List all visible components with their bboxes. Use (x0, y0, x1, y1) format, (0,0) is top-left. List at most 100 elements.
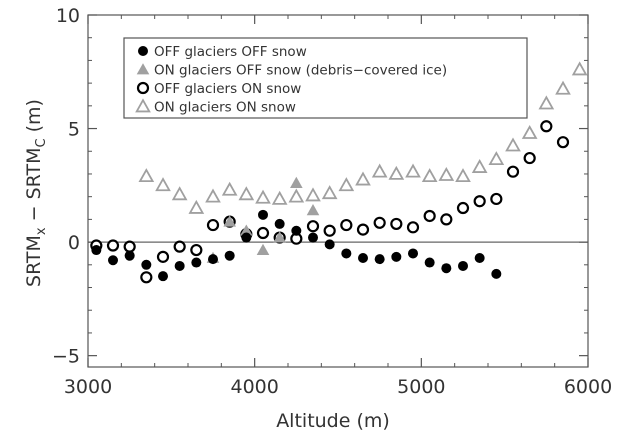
data-point (274, 218, 285, 229)
data-point (474, 252, 485, 263)
data-point (158, 271, 168, 282)
data-point (491, 268, 502, 279)
data-point (538, 95, 555, 110)
data-point (355, 171, 371, 186)
data-point (190, 243, 203, 257)
legend-label: OFF glaciers ON snow (154, 81, 301, 97)
data-point (140, 271, 153, 284)
data-point (405, 163, 421, 178)
data-point (455, 168, 471, 183)
data-point (141, 259, 152, 270)
data-point (106, 239, 120, 252)
data-point (340, 218, 353, 232)
data-point (91, 245, 102, 256)
y-axis-label-base: SRTM (23, 235, 45, 287)
data-point (123, 240, 136, 253)
data-point (406, 221, 420, 234)
data-point (191, 257, 202, 268)
data-point (205, 188, 221, 203)
data-point (138, 168, 155, 183)
data-point (223, 215, 236, 227)
data-point (241, 232, 252, 243)
data-point (324, 239, 335, 250)
data-point (255, 189, 271, 204)
data-point (571, 61, 588, 76)
legend-marker (136, 81, 150, 95)
data-point (521, 124, 538, 139)
legend-label: ON glaciers OFF snow (debris−covered ice… (154, 63, 447, 79)
series-1 (91, 209, 502, 282)
data-point (188, 199, 205, 214)
data-point (306, 220, 320, 233)
data-point (308, 232, 318, 243)
y-axis-label-unit: (m) (23, 99, 45, 138)
data-point (471, 159, 488, 173)
data-point (156, 250, 170, 263)
data-point (421, 168, 438, 183)
data-point (488, 151, 505, 166)
data-point (273, 231, 286, 243)
y-tick-label: 10 (56, 5, 80, 27)
legend-label: OFF glaciers OFF snow (154, 44, 307, 60)
data-point (256, 243, 270, 255)
data-point (323, 224, 336, 237)
y-axis-label-sub-x: x (34, 227, 49, 235)
data-point (473, 195, 486, 208)
data-point (221, 181, 238, 196)
x-tick-label: 6000 (564, 376, 612, 398)
data-point (306, 204, 320, 216)
data-point (556, 136, 570, 149)
data-point (388, 165, 405, 180)
x-tick-label: 4000 (230, 376, 278, 398)
data-point (555, 80, 571, 95)
data-point (173, 240, 186, 253)
data-point (321, 185, 338, 200)
data-point (341, 248, 352, 259)
series-3 (90, 120, 570, 284)
y-tick-label: 0 (68, 232, 80, 254)
data-point (438, 166, 455, 181)
data-point (373, 216, 386, 229)
legend-box (123, 37, 528, 119)
data-point (155, 177, 171, 192)
data-point (371, 163, 388, 178)
data-point (291, 225, 302, 236)
data-point (490, 192, 503, 206)
data-point (206, 218, 220, 232)
x-tick-label: 3000 (64, 376, 112, 398)
data-point (174, 260, 185, 271)
data-point (108, 255, 118, 266)
data-point (458, 260, 468, 271)
data-point (506, 165, 520, 178)
y-tick-label: −5 (52, 346, 80, 368)
x-axis-label: Altitude (m) (276, 410, 390, 432)
y-axis-label: SRTMx − SRTMC (m) (23, 99, 49, 287)
y-tick-label: 5 (68, 119, 80, 141)
data-point (290, 176, 303, 188)
data-point (390, 217, 403, 231)
data-point (258, 209, 268, 220)
data-point (440, 213, 453, 226)
data-point (171, 186, 188, 201)
series-4 (138, 61, 588, 214)
data-point (423, 209, 436, 223)
plot-frame (87, 14, 589, 368)
data-point (505, 137, 521, 152)
data-point (523, 151, 536, 165)
legend-marker (136, 63, 150, 75)
data-point (338, 177, 355, 192)
data-point (456, 201, 470, 215)
data-point (305, 187, 321, 202)
data-point (208, 254, 218, 265)
y-axis-label-sub-c: C (34, 138, 49, 147)
data-point (374, 254, 385, 265)
data-point (424, 257, 435, 268)
data-point (358, 252, 368, 263)
data-point (224, 250, 235, 261)
x-tick-label: 5000 (397, 376, 445, 398)
data-point (441, 263, 452, 274)
data-point (238, 186, 255, 201)
data-point (256, 226, 270, 240)
legend-marker (135, 98, 151, 113)
